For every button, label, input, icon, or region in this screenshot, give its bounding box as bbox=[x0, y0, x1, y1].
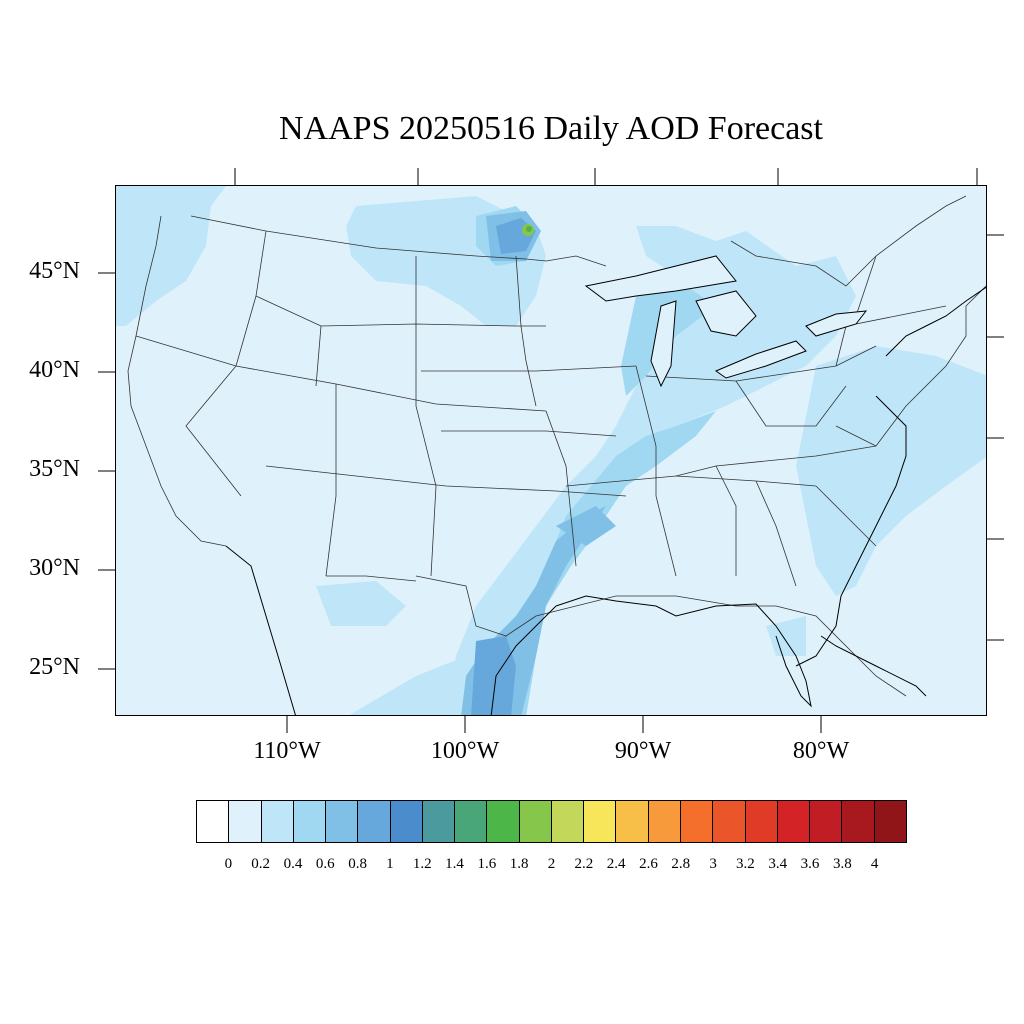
colorbar-box bbox=[261, 801, 294, 842]
colorbar-tick-label: 4 bbox=[870, 856, 879, 872]
colorbar-box bbox=[680, 801, 714, 842]
colorbar-tick-label: 0.8 bbox=[348, 856, 367, 872]
lat-label-25n: 25°N bbox=[29, 654, 80, 680]
aod-colorbar bbox=[196, 800, 907, 843]
colorbar-tick-label: 3.8 bbox=[832, 856, 852, 872]
colorbar-box bbox=[390, 801, 423, 842]
colorbar-box bbox=[810, 801, 843, 842]
colorbar-tick-label: 2.6 bbox=[639, 856, 658, 872]
colorbar-box bbox=[616, 801, 649, 842]
colorbar-box bbox=[777, 801, 811, 842]
colorbar-box bbox=[229, 801, 262, 842]
coastlines bbox=[225, 286, 986, 715]
aod-field-0.2-0.4 bbox=[116, 186, 986, 715]
colorbar-tick-label: 0 bbox=[224, 856, 233, 872]
colorbar-box bbox=[713, 801, 746, 842]
colorbar-tick-label: 3.2 bbox=[736, 856, 755, 872]
colorbar-tick-label: 3 bbox=[709, 856, 717, 872]
colorbar-box bbox=[874, 801, 906, 842]
colorbar-tick-label: 2.4 bbox=[606, 856, 626, 872]
colorbar-box bbox=[326, 801, 359, 842]
lat-label-35n: 35°N bbox=[29, 456, 80, 482]
colorbar-box bbox=[487, 801, 520, 842]
colorbar-box bbox=[422, 801, 456, 842]
lat-label-45n: 45°N bbox=[29, 258, 80, 284]
colorbar-box bbox=[648, 801, 681, 842]
lon-label-110w: 110°W bbox=[253, 738, 321, 764]
colorbar-tick-label: 1.4 bbox=[445, 856, 464, 872]
colorbar-box bbox=[519, 801, 552, 842]
lon-label-100w: 100°W bbox=[430, 738, 500, 764]
lat-label-30n: 30°N bbox=[29, 555, 80, 581]
colorbar-tick-label: 2.8 bbox=[671, 856, 691, 872]
colorbar-tick-label: 0.4 bbox=[283, 856, 303, 872]
lon-label-90w: 90°W bbox=[614, 738, 672, 764]
lon-label-80w: 80°W bbox=[792, 738, 850, 764]
colorbar-tick-label: 3.4 bbox=[768, 856, 788, 872]
colorbar-tick-label: 1 bbox=[386, 856, 394, 872]
colorbar-box bbox=[358, 801, 391, 842]
colorbar-box bbox=[551, 801, 585, 842]
lat-label-40n: 40°N bbox=[29, 357, 80, 383]
colorbar-box bbox=[197, 801, 230, 842]
colorbar-tick-label: 1.8 bbox=[509, 856, 529, 872]
colorbar-tick-label: 1.2 bbox=[412, 856, 432, 872]
map-panel bbox=[115, 185, 987, 716]
colorbar-box bbox=[745, 801, 778, 842]
aod-map bbox=[116, 186, 986, 715]
colorbar-box bbox=[455, 801, 488, 842]
page-title: NAAPS 20250516 Daily AOD Forecast bbox=[279, 110, 823, 147]
colorbar-box bbox=[842, 801, 875, 842]
colorbar-tick-label: 2 bbox=[547, 856, 556, 872]
colorbar-tick-label: 1.6 bbox=[477, 856, 497, 872]
colorbar-box bbox=[293, 801, 327, 842]
colorbar-box bbox=[584, 801, 617, 842]
colorbar-tick-label: 3.6 bbox=[800, 856, 820, 872]
colorbar-tick-label: 2.2 bbox=[574, 856, 594, 872]
colorbar-tick-label: 0.6 bbox=[315, 856, 335, 872]
colorbar-tick-label: 0.2 bbox=[251, 856, 270, 872]
great-lakes bbox=[584, 255, 868, 388]
